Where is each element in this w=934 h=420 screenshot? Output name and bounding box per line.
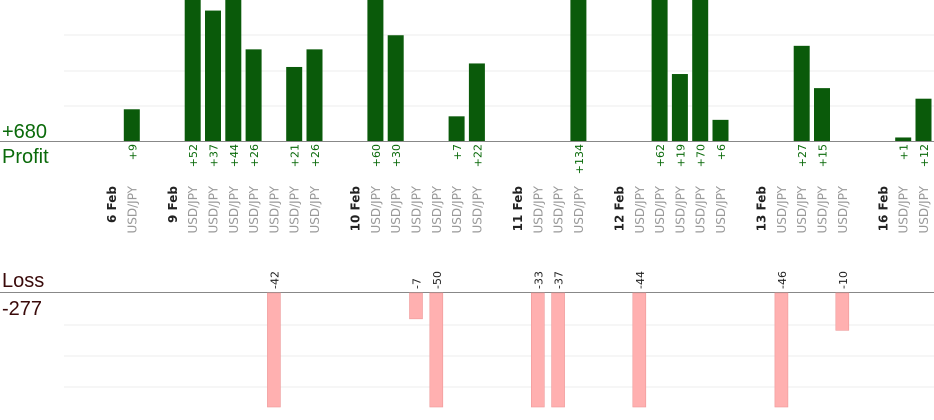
profit-value-label: +26 xyxy=(248,144,261,167)
profit-value-label: +26 xyxy=(309,144,322,167)
pair-label: USD/JPY xyxy=(897,185,911,233)
profit-bar xyxy=(814,88,830,141)
profit-bar xyxy=(895,137,912,141)
x-axis-labels: 6 Feb USD/JPY +9 9 Feb USD/JPY +52 USD/JPY +37 U… xyxy=(105,144,931,289)
pair-label: USD/JPY xyxy=(653,185,667,233)
loss-value-label: -7 xyxy=(411,278,424,289)
profit-value-label: +1 xyxy=(898,144,911,160)
loss-value-label: -37 xyxy=(553,271,566,289)
profit-bar xyxy=(692,0,709,141)
day-label: 12 Feb xyxy=(613,186,627,232)
pair-label: USD/JPY xyxy=(207,185,221,233)
pair-label: USD/JPY xyxy=(227,185,241,233)
pair-label: USD/JPY xyxy=(836,185,850,233)
loss-value-label: -46 xyxy=(776,271,789,289)
profit-bar xyxy=(468,63,485,142)
loss-bar xyxy=(551,292,565,408)
profit-value-label: +44 xyxy=(228,144,241,167)
profit-label: Profit xyxy=(2,146,49,168)
profit-value-label: +27 xyxy=(796,144,809,167)
profit-bar xyxy=(651,0,668,141)
profit-bar xyxy=(671,74,688,141)
profit-value-label: +37 xyxy=(208,144,221,167)
loss-label: Loss xyxy=(2,270,44,292)
loss-bar xyxy=(835,292,850,331)
loss-value-label: -10 xyxy=(837,271,850,289)
pair-label: USD/JPY xyxy=(673,185,687,233)
pair-label: USD/JPY xyxy=(552,185,566,233)
loss-value-label: -50 xyxy=(431,271,444,289)
profit-bar xyxy=(286,66,303,141)
pair-label: USD/JPY xyxy=(430,185,444,233)
pair-label: USD/JPY xyxy=(714,185,728,233)
pair-label: USD/JPY xyxy=(410,185,424,233)
profit-value-label: +62 xyxy=(654,144,667,167)
profit-bars xyxy=(123,0,932,142)
pair-label: USD/JPY xyxy=(470,185,484,233)
day-label: 9 Feb xyxy=(166,186,180,223)
profit-value-label: +70 xyxy=(695,144,708,167)
profit-value-label: +12 xyxy=(918,144,931,167)
loss-bar xyxy=(530,292,545,408)
loss-bar xyxy=(774,292,789,408)
profit-bar xyxy=(205,10,221,142)
pair-label: USD/JPY xyxy=(389,185,403,233)
profit-bar xyxy=(570,0,587,141)
pair-label: USD/JPY xyxy=(247,185,261,233)
pair-label: USD/JPY xyxy=(694,185,708,233)
profit-bar xyxy=(123,109,140,141)
day-label: 10 Feb xyxy=(349,186,363,232)
day-label: 13 Feb xyxy=(755,186,769,232)
loss-bars xyxy=(267,292,850,408)
pair-label: USD/JPY xyxy=(531,185,545,233)
profit-value-label: +60 xyxy=(370,144,383,167)
loss-bar xyxy=(632,292,647,408)
loss-bar xyxy=(429,292,444,408)
day-label: 16 Feb xyxy=(876,186,890,232)
profit-value-label: +9 xyxy=(126,144,139,160)
profit-value-label: +19 xyxy=(674,144,687,167)
pair-label: USD/JPY xyxy=(795,185,809,233)
pair-label: USD/JPY xyxy=(186,185,200,233)
profit-bar xyxy=(245,49,262,141)
profit-bar xyxy=(306,49,323,141)
profit-value-label: +21 xyxy=(289,144,302,167)
pair-label: USD/JPY xyxy=(125,185,139,233)
loss-total: -277 xyxy=(2,298,42,320)
profit-bar xyxy=(448,116,465,141)
loss-bar xyxy=(409,292,423,320)
pair-label: USD/JPY xyxy=(572,185,586,233)
pair-label: USD/JPY xyxy=(816,185,830,233)
pair-label: USD/JPY xyxy=(267,185,281,233)
loss-value-label: -44 xyxy=(634,271,647,289)
pair-label: USD/JPY xyxy=(917,185,931,233)
profit-bar xyxy=(915,98,932,141)
profit-value-label: +15 xyxy=(817,144,830,167)
profit-total: +680 xyxy=(2,121,47,143)
profit-bar xyxy=(184,0,201,141)
profit-bar xyxy=(367,0,384,141)
day-label: 6 Feb xyxy=(105,186,119,223)
day-label: 11 Feb xyxy=(511,186,525,232)
pair-label: USD/JPY xyxy=(450,185,464,233)
pair-label: USD/JPY xyxy=(775,185,789,233)
pair-label: USD/JPY xyxy=(633,185,647,233)
profit-bar xyxy=(225,0,242,141)
loss-value-label: -33 xyxy=(532,271,545,289)
loss-value-label: -42 xyxy=(268,271,281,289)
loss-bar xyxy=(267,292,281,408)
pair-label: USD/JPY xyxy=(308,185,322,233)
profit-value-label: +52 xyxy=(187,144,200,167)
profit-value-label: +134 xyxy=(573,144,586,174)
profit-bar xyxy=(712,119,729,141)
profit-bar xyxy=(793,45,810,142)
profit-value-label: +22 xyxy=(471,144,484,167)
pair-label: USD/JPY xyxy=(288,185,302,233)
pair-label: USD/JPY xyxy=(369,185,383,233)
profit-bar xyxy=(387,35,404,141)
profit-value-label: +30 xyxy=(390,144,403,167)
profit-value-label: +6 xyxy=(715,144,728,160)
profit-value-label: +7 xyxy=(451,144,464,160)
